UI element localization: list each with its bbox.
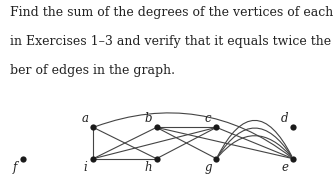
Text: g: g bbox=[204, 161, 212, 174]
Text: h: h bbox=[145, 161, 152, 174]
Text: e: e bbox=[281, 161, 288, 174]
Text: Find the sum of the degrees of the vertices of each graph: Find the sum of the degrees of the verti… bbox=[10, 6, 333, 19]
Text: c: c bbox=[205, 112, 211, 125]
Text: d: d bbox=[281, 112, 288, 125]
FancyArrowPatch shape bbox=[218, 128, 292, 156]
Text: b: b bbox=[145, 112, 152, 125]
Text: f: f bbox=[13, 161, 17, 174]
FancyArrowPatch shape bbox=[218, 120, 292, 156]
Text: i: i bbox=[83, 161, 87, 174]
FancyArrowPatch shape bbox=[218, 136, 291, 157]
Text: in Exercises 1–3 and verify that it equals twice the num-: in Exercises 1–3 and verify that it equa… bbox=[10, 35, 333, 48]
Text: ber of edges in the graph.: ber of edges in the graph. bbox=[10, 64, 175, 77]
Text: a: a bbox=[81, 112, 89, 125]
FancyArrowPatch shape bbox=[96, 113, 291, 157]
